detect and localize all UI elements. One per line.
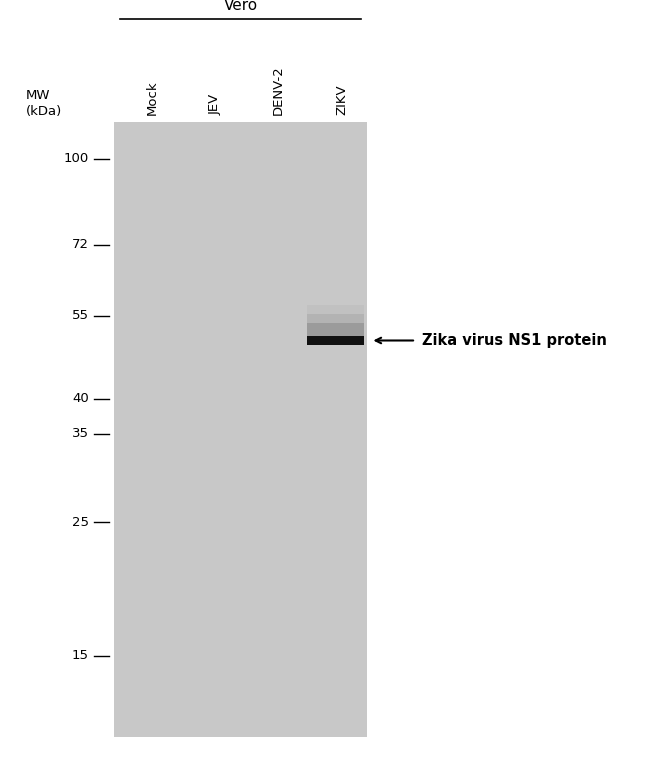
Text: 40: 40 (72, 393, 89, 406)
Text: Vero: Vero (224, 0, 257, 13)
Text: 55: 55 (72, 309, 89, 322)
Text: ZIKV: ZIKV (335, 84, 348, 115)
Text: DENV-2: DENV-2 (272, 65, 285, 115)
Bar (307, 314, 364, 323)
Bar (307, 305, 364, 314)
Text: JEV: JEV (209, 93, 222, 115)
Text: 15: 15 (72, 649, 89, 662)
Text: 35: 35 (72, 428, 89, 441)
Text: 72: 72 (72, 238, 89, 251)
Text: Zika virus NS1 protein: Zika virus NS1 protein (422, 333, 607, 348)
Bar (307, 323, 364, 335)
Bar (307, 335, 364, 345)
Text: 25: 25 (72, 516, 89, 529)
Text: 100: 100 (64, 152, 89, 165)
FancyBboxPatch shape (114, 122, 367, 737)
Text: Mock: Mock (146, 80, 159, 115)
Text: MW
(kDa): MW (kDa) (26, 89, 62, 118)
